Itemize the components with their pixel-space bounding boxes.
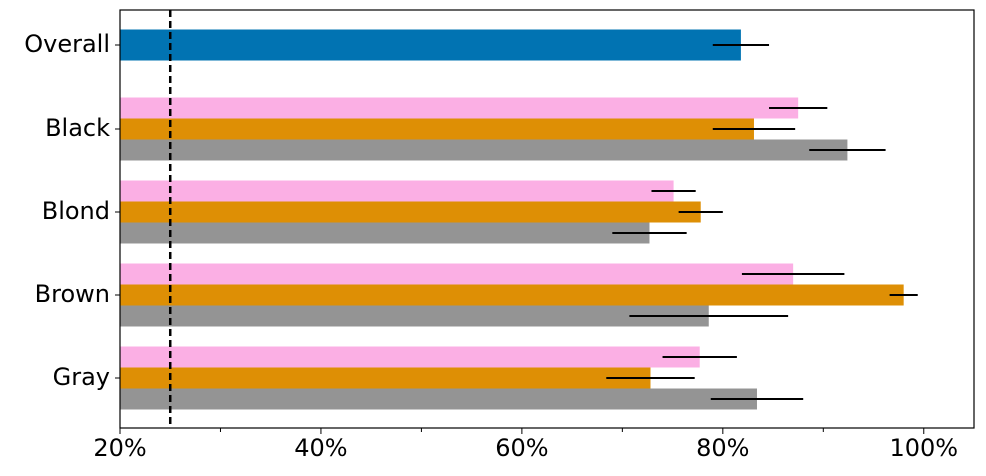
y-tick-label: Gray [53,363,110,391]
y-tick-label: Overall [24,30,110,58]
x-tick-label: 100% [889,434,958,462]
y-tick-label: Black [45,114,110,142]
x-tick-label: 60% [495,434,548,462]
bar [120,201,701,223]
bar [120,139,848,161]
bar [120,388,757,410]
y-tick-label: Brown [35,280,110,308]
bar [120,29,741,61]
y-tick-label: Blond [42,197,110,225]
bar [120,180,674,202]
bar [120,97,799,119]
plot-frame [119,9,975,429]
bar [120,367,651,389]
x-tick-label: 20% [93,434,146,462]
x-tick-label: 80% [696,434,749,462]
bar [120,222,650,244]
bar [120,263,794,285]
x-tick-label: 40% [294,434,347,462]
bar [120,305,709,327]
bar [120,284,904,306]
bar [120,118,754,140]
bar [120,346,700,368]
